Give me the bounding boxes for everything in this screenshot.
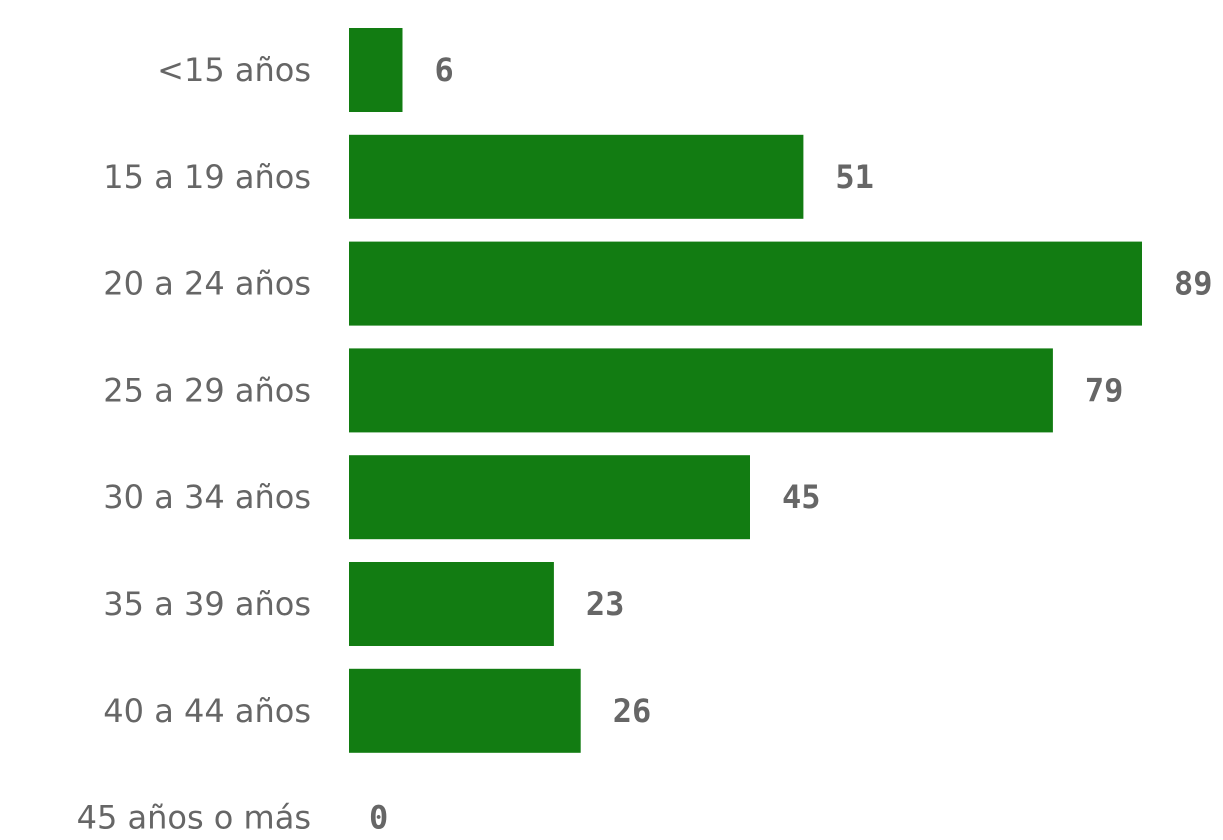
category-label-2: 20 a 24 años xyxy=(103,265,311,303)
value-label-5: 23 xyxy=(586,585,625,623)
bar-2 xyxy=(349,241,1142,326)
bar-6 xyxy=(349,668,581,753)
value-label-0: 6 xyxy=(435,51,454,89)
bar-5 xyxy=(349,562,554,646)
value-label-7: 0 xyxy=(369,799,388,837)
value-label-3: 79 xyxy=(1085,371,1124,409)
category-label-4: 30 a 34 años xyxy=(103,478,311,516)
bars-group xyxy=(349,28,1142,753)
category-labels-group: <15 años 15 a 19 años 20 a 24 años 25 a 29 … xyxy=(77,51,311,837)
category-label-7: 45 años o más xyxy=(77,799,311,837)
value-label-4: 45 xyxy=(782,478,821,516)
category-label-0: <15 años xyxy=(157,51,311,89)
value-label-2: 89 xyxy=(1174,265,1213,303)
category-label-1: 15 a 19 años xyxy=(103,158,311,196)
category-label-5: 35 a 39 años xyxy=(103,585,311,623)
bar-4 xyxy=(349,455,750,540)
bar-3 xyxy=(349,348,1053,433)
value-label-6: 26 xyxy=(613,692,652,730)
bar-1 xyxy=(349,134,804,219)
category-label-3: 25 a 29 años xyxy=(103,371,311,409)
value-label-1: 51 xyxy=(835,158,874,196)
category-label-6: 40 a 44 años xyxy=(103,692,311,730)
bar-0 xyxy=(349,28,403,112)
value-labels-group: 6 51 89 79 45 23 26 0 xyxy=(369,51,1213,837)
